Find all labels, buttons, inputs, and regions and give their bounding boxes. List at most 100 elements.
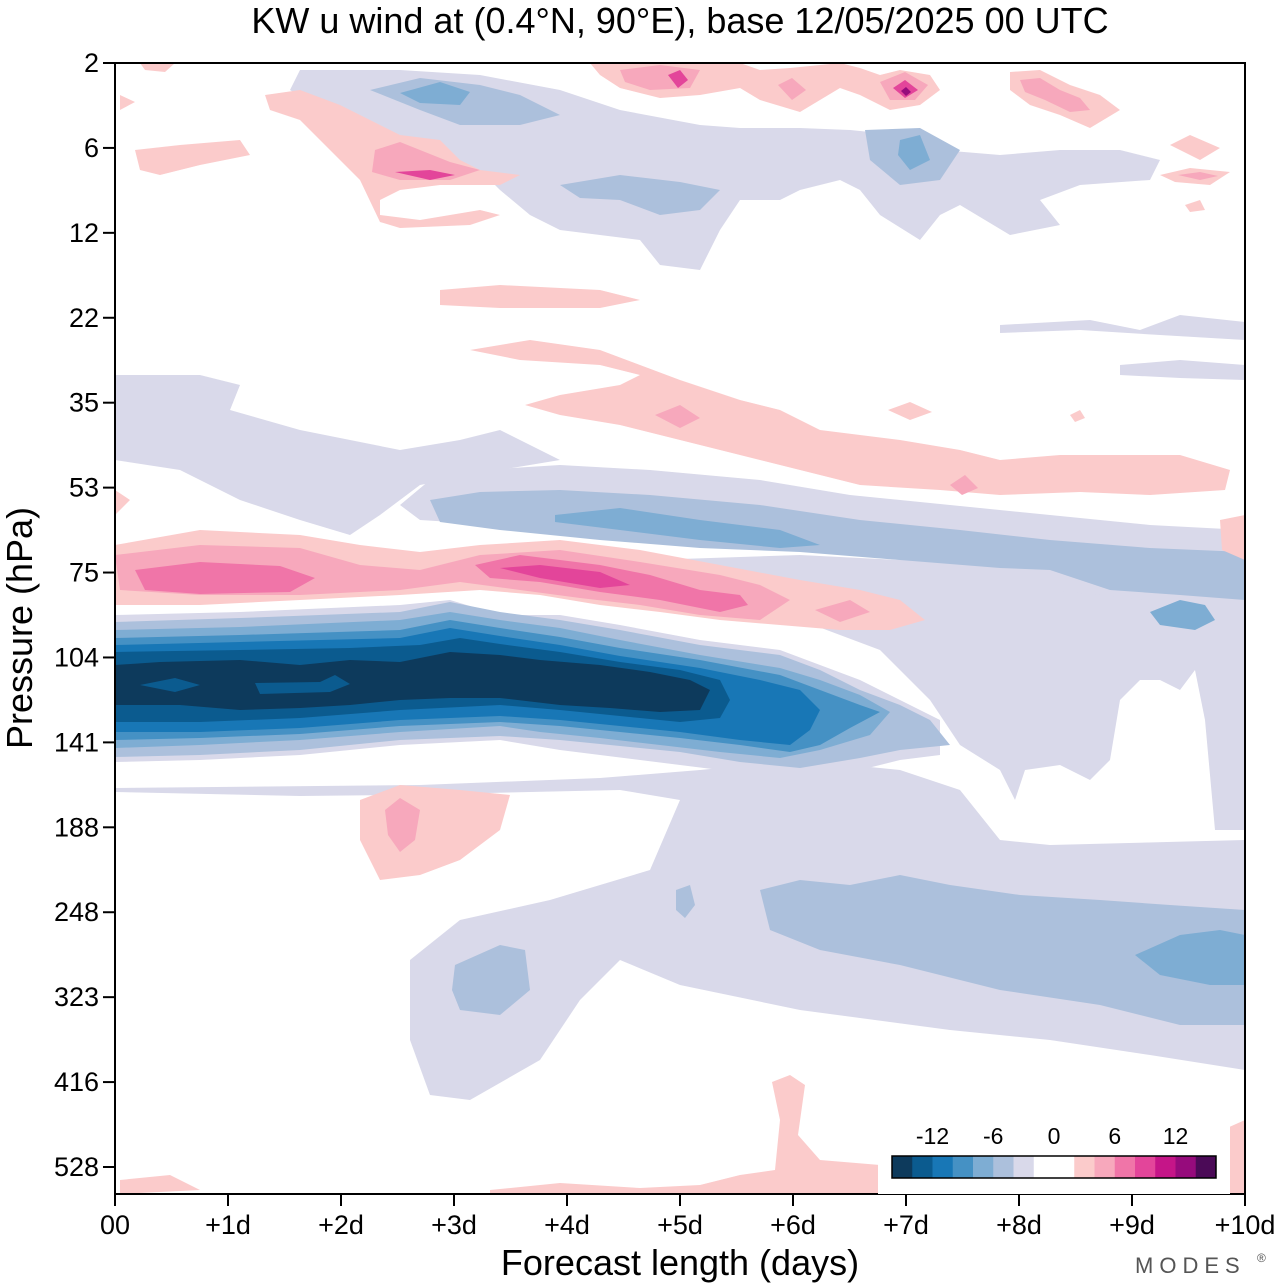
registered-mark: ® xyxy=(1257,1251,1266,1265)
colorbar-cell xyxy=(973,1156,994,1178)
contour-neg-strat-3 xyxy=(1120,360,1245,380)
colorbar-tick-label: -6 xyxy=(983,1123,1003,1149)
contour-neg-lower-5 xyxy=(1135,930,1245,985)
y-tick-label: 12 xyxy=(69,218,99,248)
contour-pos-35 xyxy=(140,63,175,72)
colorbar-cell xyxy=(1175,1156,1197,1178)
modes-logo-text: MODES xyxy=(1135,1253,1246,1278)
contour-neg-strat-5 xyxy=(400,82,470,105)
x-tick-label: +2d xyxy=(318,1210,364,1240)
x-tick-label: +9d xyxy=(1109,1210,1155,1240)
y-tick-label: 75 xyxy=(69,558,99,588)
colorbar-cell xyxy=(912,1156,933,1178)
contour-pos-8 xyxy=(115,490,130,515)
colorbar-cell xyxy=(1033,1156,1055,1178)
contour-pos-11 xyxy=(470,340,1230,495)
contour-pos-34 xyxy=(1185,200,1205,212)
plot-area xyxy=(114,62,1246,1195)
colorbar-cell xyxy=(1054,1156,1075,1178)
contour-pos-31 xyxy=(1170,135,1220,160)
contour-pos-20 xyxy=(372,142,480,180)
x-tick-label: +6d xyxy=(770,1210,816,1240)
x-axis: 00 +1d +2d +3d +4d +5d +6d +7d +8d +9d +10d xyxy=(100,1194,1275,1240)
colorbar-cell xyxy=(1195,1156,1217,1178)
contour-pos-3 xyxy=(135,562,315,594)
y-tick-label: 6 xyxy=(84,133,99,163)
contour-neg-lower-2 xyxy=(760,875,1245,1025)
y-tick-label: 248 xyxy=(54,897,99,927)
y-tick-label: 188 xyxy=(54,812,99,842)
contour-pos-2 xyxy=(115,545,790,620)
y-tick-label: 416 xyxy=(54,1067,99,1097)
contour-pos-30 xyxy=(1020,78,1090,112)
contour-pos-24 xyxy=(668,70,688,88)
colorbar-cell xyxy=(932,1156,954,1178)
contour-pos-14 xyxy=(440,285,640,308)
contour-neg-strat-8 xyxy=(898,135,930,170)
y-tick-label: 22 xyxy=(69,303,99,333)
y-tick-label: 528 xyxy=(54,1152,99,1182)
contour-pos-17 xyxy=(120,95,135,110)
contour-pos-25 xyxy=(778,78,806,100)
colorbar-tick-label: 0 xyxy=(1048,1123,1061,1149)
colorbar-cell xyxy=(1013,1156,1035,1178)
colorbar-tick-label: 12 xyxy=(1163,1123,1189,1149)
x-tick-label: +3d xyxy=(431,1210,477,1240)
x-tick-label: +7d xyxy=(883,1210,929,1240)
y-tick-label: 2 xyxy=(84,48,99,78)
colorbar-cells xyxy=(891,1155,1217,1179)
colorbar-cell xyxy=(993,1156,1014,1178)
colorbar-cell xyxy=(1114,1156,1136,1178)
contour-jet-6 xyxy=(115,652,710,712)
colorbar-cell xyxy=(1094,1156,1116,1178)
y-tick-label: 35 xyxy=(69,388,99,418)
colorbar-tick-label: -12 xyxy=(916,1123,949,1149)
y-tick-label: 104 xyxy=(54,642,99,672)
colorbar-cell xyxy=(952,1156,974,1178)
y-tick-label: 53 xyxy=(69,473,99,503)
contour-pos-19 xyxy=(135,140,250,175)
contour-neg-strat-6 xyxy=(560,175,720,215)
contour-pos-21 xyxy=(395,170,455,180)
chart-title: KW u wind at (0.4°N, 90°E), base 12/05/2… xyxy=(251,0,1108,41)
colorbar: -12 -6 0 6 12 xyxy=(878,1120,1230,1194)
contour-pos-13 xyxy=(950,475,978,495)
colorbar-cell xyxy=(1135,1156,1156,1178)
contour-jet-core-1 xyxy=(140,678,200,692)
y-tick-label: 323 xyxy=(54,982,99,1012)
contour-pos-15 xyxy=(888,402,932,420)
contour-neg-lower-3 xyxy=(452,945,530,1015)
contour-pos-28 xyxy=(901,87,911,96)
contour-pos-5 xyxy=(500,565,630,588)
contour-pos-16 xyxy=(1070,410,1085,422)
colorbar-frame xyxy=(891,1155,1217,1179)
contour-pos-10 xyxy=(385,798,420,852)
colorbar-cell xyxy=(1155,1156,1176,1178)
y-axis-label: Pressure (hPa) xyxy=(0,507,40,749)
contour-neg-lower-4 xyxy=(676,885,695,918)
x-axis-label: Forecast length (days) xyxy=(501,1242,859,1283)
colorbar-tick-label: 6 xyxy=(1108,1123,1121,1149)
contour-neg-lower-1 xyxy=(115,760,1245,1100)
colorbar-cell xyxy=(892,1156,913,1178)
contour-fields xyxy=(115,63,1245,1194)
x-tick-label: 00 xyxy=(100,1210,130,1240)
x-tick-label: +8d xyxy=(996,1210,1042,1240)
x-tick-label: +1d xyxy=(205,1210,251,1240)
contour-pos-7 xyxy=(1220,515,1245,560)
contour-neg-strat-2 xyxy=(1000,315,1245,340)
contour-neg-left-35 xyxy=(115,375,560,535)
colorbar-cell xyxy=(1074,1156,1095,1178)
y-axis: 2 6 12 22 35 53 75 104 141 188 248 323 416 528 xyxy=(54,48,115,1182)
x-tick-label: +10d xyxy=(1215,1210,1276,1240)
contour-pos-36 xyxy=(120,1175,200,1194)
y-tick-label: 141 xyxy=(54,727,99,757)
x-tick-label: +5d xyxy=(657,1210,703,1240)
x-tick-label: +4d xyxy=(544,1210,590,1240)
contour-pos-12 xyxy=(655,405,700,428)
contour-pos-33 xyxy=(1178,172,1218,180)
contour-neg-band-3 xyxy=(555,508,820,548)
contour-jet-core-2 xyxy=(255,675,350,694)
contour-pos-6 xyxy=(815,600,870,622)
